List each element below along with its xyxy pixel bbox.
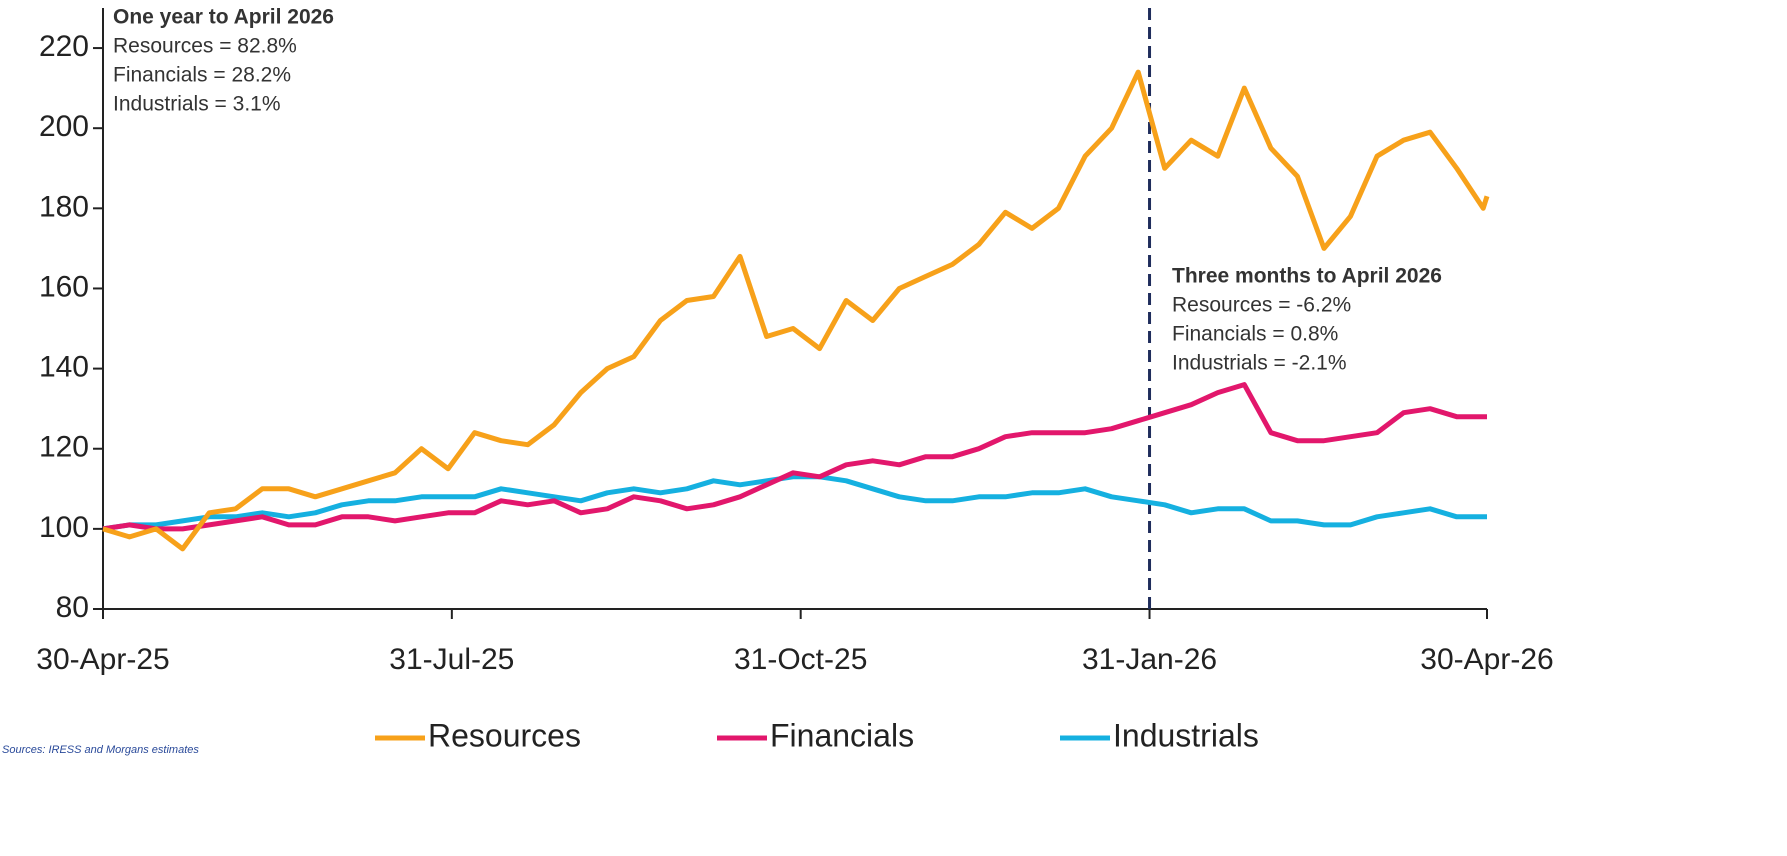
x-tick-label: 30-Apr-25 (36, 643, 169, 676)
x-tick-label: 31-Oct-25 (734, 643, 867, 676)
annotation-line: Financials = 28.2% (113, 64, 291, 87)
x-tick-label: 31-Jul-25 (389, 643, 514, 676)
x-tick-label: 31-Jan-26 (1082, 643, 1217, 676)
y-tick-label: 140 (39, 351, 89, 384)
series-line (102, 69, 1490, 552)
annotation-line: Industrials = -2.1% (1172, 352, 1347, 375)
annotation-line: Resources = 82.8% (113, 35, 297, 58)
series-line (102, 474, 1487, 532)
legend-label: Financials (770, 717, 914, 753)
annotation-title: One year to April 2026 (113, 6, 334, 29)
annotation-line: Financials = 0.8% (1172, 323, 1338, 346)
y-tick-label: 200 (39, 110, 89, 143)
y-tick-label: 180 (39, 190, 89, 223)
legend-label: Resources (428, 717, 581, 753)
annotation-line: Industrials = 3.1% (113, 93, 281, 116)
y-tick-label: 160 (39, 270, 89, 303)
y-tick-label: 80 (56, 591, 89, 624)
y-tick-label: 120 (39, 431, 89, 464)
series-line (102, 382, 1487, 532)
annotation-title: Three months to April 2026 (1172, 265, 1442, 288)
legend-label: Industrials (1113, 717, 1259, 753)
source: Sources: IRESS and Morgans estimates (2, 744, 199, 756)
y-tick-label: 100 (39, 511, 89, 544)
x-tick-label: 30-Apr-26 (1420, 643, 1553, 676)
y-tick-label: 220 (39, 30, 89, 63)
annotation-line: Resources = -6.2% (1172, 294, 1351, 317)
